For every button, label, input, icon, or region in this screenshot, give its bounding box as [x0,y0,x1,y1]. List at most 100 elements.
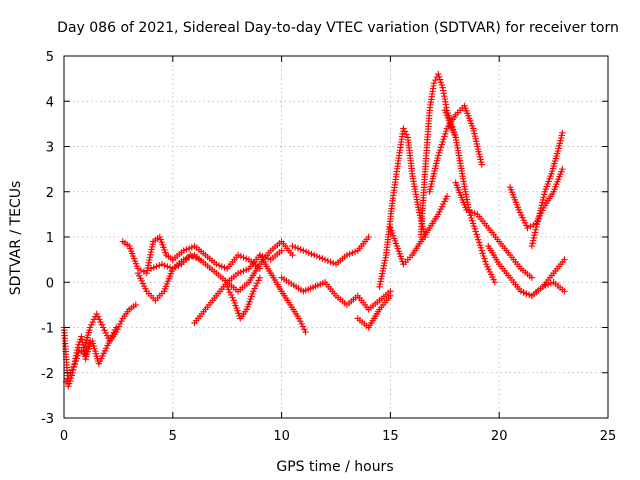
data-point-fill [156,262,163,269]
y-tick-label: 1 [46,231,54,246]
data-point-fill [542,282,549,289]
data-point [539,283,546,290]
data-point-fill [188,243,196,251]
data-point-fill [313,253,321,260]
data-point-fill [529,237,537,244]
data-point-fill [471,225,479,233]
data-point [224,283,231,290]
data-point-fill [478,247,485,254]
data-point-fill [539,199,546,206]
data-point-fill [327,258,334,266]
data-point-fill [298,320,305,328]
data-point-fill [161,262,168,269]
data-point [86,324,94,331]
data-point-fill [537,207,544,214]
data-point-fill [292,243,299,251]
data-point-fill [473,231,480,238]
y-tick-label: -3 [41,412,54,427]
data-point [256,265,264,272]
data-point-fill [538,202,545,209]
data-point-fill [299,323,307,330]
data-point-fill [68,366,76,373]
chart-title: Day 086 of 2021, Sidereal Day-to-day VTE… [57,20,619,36]
data-point-fill [240,267,247,275]
data-point-fill [185,254,193,261]
y-axis-title: SDTVAR / TECUs [8,181,24,296]
data-point-fill [73,355,80,362]
data-point-fill [264,255,272,262]
data-point-fill [437,79,445,86]
y-tick-label: 5 [46,50,54,65]
data-point [415,206,422,214]
data-point-fill [531,231,538,239]
data-point [478,161,485,168]
data-point-fill [437,144,445,151]
data-point-fill [468,208,476,216]
data-point [132,301,140,309]
data-point-fill [472,228,479,235]
data-point-fill [534,218,541,225]
data-point [311,251,318,259]
data-point-fill [349,249,356,257]
data-point-fill [65,372,73,379]
data-point-fill [480,252,487,260]
data-point [491,279,499,286]
x-axis-title: GPS time / hours [276,459,393,475]
y-tick-label: 2 [46,186,54,201]
data-point-fill [118,317,125,325]
data-point [295,315,303,322]
data-point-fill [185,245,193,252]
data-point-fill [308,250,315,258]
data-point-fill [475,236,482,243]
data-point-fill [439,138,446,146]
y-tick-label: -2 [41,367,54,382]
data-point-fill [544,281,552,288]
data-point-fill [482,258,489,265]
data-point [463,206,470,214]
data-point-fill [251,285,258,292]
data-point-fill [94,313,102,320]
data-point-fill [85,346,92,353]
data-point-fill [467,212,474,219]
data-point [561,288,568,295]
data-point [321,256,329,263]
data-point-fill [469,217,476,224]
data-point-fill [316,254,323,261]
data-point-fill [401,128,409,135]
data-point [343,251,351,259]
data-point-fill [438,141,445,148]
data-point-fill [532,226,539,233]
data-point [435,70,442,78]
data-point-fill [221,264,228,271]
data-point-fill [481,255,488,262]
data-point-fill [436,76,444,83]
data-point [289,251,296,259]
y-tick-label: 4 [46,95,54,110]
data-point-fill [466,207,473,215]
data-point-fill [324,257,332,264]
data-point-fill [432,76,439,84]
data-point [250,288,257,295]
y-tick-label: 3 [46,141,54,156]
data-point-fill [470,222,478,230]
data-point [82,351,89,358]
data-point-fill [305,249,312,257]
data-point-fill [164,263,171,270]
data-point [365,233,372,241]
data-point [559,165,566,173]
data-point-fill [435,149,443,157]
data-point-fill [319,255,326,262]
data-point-fill [529,240,536,247]
data-point-fill [297,246,304,253]
data-point-fill [477,244,485,252]
data-point-fill [520,289,527,296]
data-point-fill [115,323,123,330]
data-point-fill [442,130,449,138]
data-point-fill [536,210,543,217]
data-point-fill [527,223,534,230]
data-point [535,215,542,223]
data-point-fill [153,263,160,270]
data-point [234,251,242,259]
data-point [278,247,285,254]
